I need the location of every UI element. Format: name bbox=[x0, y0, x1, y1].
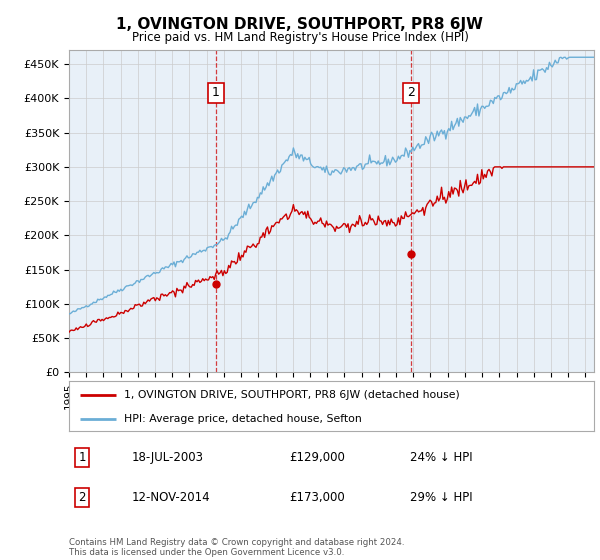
Text: Contains HM Land Registry data © Crown copyright and database right 2024.
This d: Contains HM Land Registry data © Crown c… bbox=[69, 538, 404, 557]
Text: Price paid vs. HM Land Registry's House Price Index (HPI): Price paid vs. HM Land Registry's House … bbox=[131, 31, 469, 44]
Text: 1, OVINGTON DRIVE, SOUTHPORT, PR8 6JW (detached house): 1, OVINGTON DRIVE, SOUTHPORT, PR8 6JW (d… bbox=[124, 390, 460, 400]
Text: 12-NOV-2014: 12-NOV-2014 bbox=[132, 491, 211, 504]
Text: HPI: Average price, detached house, Sefton: HPI: Average price, detached house, Seft… bbox=[124, 414, 362, 423]
Text: 1: 1 bbox=[212, 86, 220, 99]
Text: 1, OVINGTON DRIVE, SOUTHPORT, PR8 6JW: 1, OVINGTON DRIVE, SOUTHPORT, PR8 6JW bbox=[116, 17, 484, 32]
Text: £129,000: £129,000 bbox=[290, 451, 346, 464]
Text: 2: 2 bbox=[407, 86, 415, 99]
Text: £173,000: £173,000 bbox=[290, 491, 345, 504]
Text: 18-JUL-2003: 18-JUL-2003 bbox=[132, 451, 204, 464]
Text: 2: 2 bbox=[79, 491, 86, 504]
Text: 29% ↓ HPI: 29% ↓ HPI bbox=[410, 491, 473, 504]
Text: 24% ↓ HPI: 24% ↓ HPI bbox=[410, 451, 473, 464]
Text: 1: 1 bbox=[79, 451, 86, 464]
